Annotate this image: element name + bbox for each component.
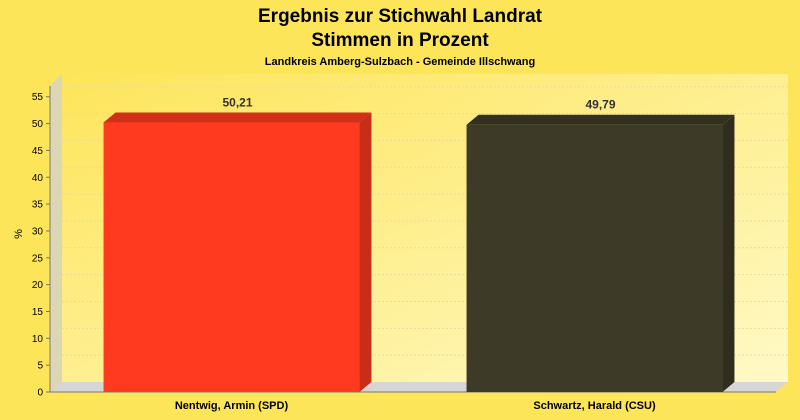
y-tick-label: 10	[32, 334, 44, 345]
grid-line	[49, 354, 63, 366]
y-tick-label: 40	[32, 173, 44, 184]
grid-line	[49, 220, 63, 232]
grid-line	[49, 193, 63, 205]
x-category-label: Schwartz, Harald (CSU)	[533, 400, 656, 412]
y-tick-label: 15	[32, 307, 44, 318]
x-axis-category-labels: Nentwig, Armin (SPD) Schwartz, Harald (CS…	[175, 400, 656, 412]
bar-value-label: 49,79	[585, 98, 615, 112]
y-tick-label: 25	[32, 253, 44, 264]
grid-line	[49, 140, 63, 151]
y-tick-label: 45	[32, 146, 44, 157]
y-tick-label: 30	[32, 226, 44, 237]
x-category-label: Nentwig, Armin (SPD)	[175, 400, 289, 412]
grid-line	[49, 86, 63, 98]
y-tick-label: 50	[32, 119, 44, 130]
y-axis-label: %	[13, 229, 25, 239]
y-axis-ticks: 0 5 10 15 20 25 30 35 40 45 50 55	[32, 92, 50, 399]
y-tick-label: 5	[37, 361, 43, 372]
y-tick-label: 20	[32, 280, 44, 291]
bar-top	[466, 114, 735, 125]
chart-subtitle: Landkreis Amberg-Sulzbach - Gemeinde Ill…	[265, 56, 535, 68]
grid-line	[49, 274, 63, 286]
bar-side	[359, 112, 372, 393]
grid-line	[49, 166, 63, 178]
bar-value-label: 50,21	[222, 95, 252, 109]
y-tick-label: 0	[37, 388, 43, 399]
bar	[466, 124, 723, 393]
bar-top	[103, 112, 372, 123]
plot-left-wall	[50, 74, 62, 392]
y-tick-label: 55	[32, 92, 44, 103]
y-tick-label: 35	[32, 200, 44, 211]
bar-side	[722, 114, 735, 393]
grid-line	[49, 301, 63, 312]
chart-title-line-2: Stimmen in Prozent	[311, 30, 489, 51]
chart-title-line-1: Ergebnis zur Stichwahl Landrat	[258, 6, 543, 27]
bar	[103, 122, 360, 393]
grid-line	[49, 113, 63, 124]
bars: 50,21 49,79	[103, 95, 735, 393]
grid-line	[49, 327, 63, 339]
grid-line	[49, 247, 63, 259]
